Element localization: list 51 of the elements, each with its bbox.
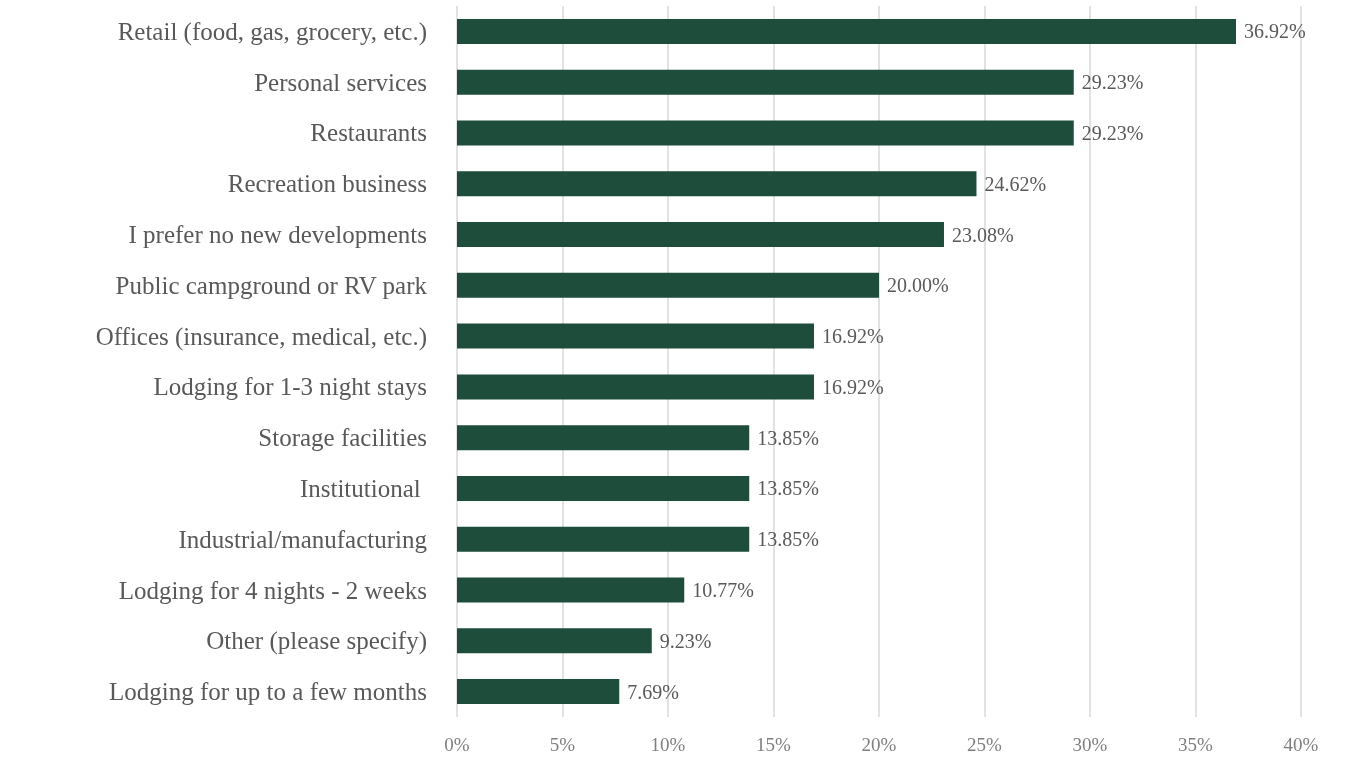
data-label: 9.23% (659, 629, 712, 652)
data-label: 7.69% (627, 680, 679, 703)
x-tick-label: 10% (650, 734, 686, 755)
y-tick-label: Lodging for 4 nights - 2 weeks (118, 576, 427, 604)
bar (457, 526, 750, 552)
bar (457, 272, 879, 298)
bar (457, 171, 977, 197)
data-label: 16.92% (822, 375, 884, 398)
y-tick-label: Personal services (254, 68, 427, 96)
x-tick-label: 15% (756, 734, 792, 755)
data-label: 16.92% (822, 325, 884, 348)
x-tick-label: 25% (967, 734, 1003, 755)
y-tick-label: Storage facilities (258, 424, 427, 452)
data-label: 10.77% (692, 579, 754, 602)
bar (457, 120, 1074, 146)
y-tick-label: Retail (food, gas, grocery, etc.) (117, 17, 427, 46)
bar (457, 628, 652, 654)
y-tick-label: Public campground or RV park (115, 271, 428, 299)
data-label: 13.85% (757, 477, 819, 500)
bar (457, 374, 815, 400)
data-label: 29.23% (1081, 71, 1144, 94)
x-tick-label: 20% (861, 734, 897, 755)
y-tick-label: Lodging for 1-3 night stays (153, 373, 427, 401)
y-tick-label: Institutional (299, 474, 427, 502)
bar (457, 323, 815, 349)
data-label: 13.85% (757, 528, 819, 551)
bar (457, 425, 750, 451)
bar (457, 69, 1074, 95)
bar (457, 679, 620, 705)
data-label: 24.62% (984, 172, 1047, 195)
y-tick-label: Restaurants (310, 119, 427, 147)
y-tick-label: Recreation business (227, 170, 427, 198)
data-label: 13.85% (757, 426, 819, 449)
data-label: 29.23% (1081, 121, 1144, 144)
y-tick-label: Offices (insurance, medical, etc.) (95, 322, 427, 351)
x-tick-label: 0% (444, 734, 470, 755)
y-tick-label: I prefer no new developments (128, 221, 427, 249)
x-tick-label: 30% (1072, 734, 1108, 755)
bar (457, 577, 685, 603)
y-tick-label: Other (please specify) (206, 627, 427, 656)
bar (457, 222, 944, 248)
data-label: 36.92% (1244, 20, 1306, 43)
data-label: 23.08% (951, 223, 1014, 246)
y-tick-label: Industrial/manufacturing (178, 525, 428, 553)
bar (457, 475, 750, 501)
x-tick-label: 5% (549, 734, 576, 755)
x-tick-label: 35% (1178, 734, 1214, 755)
data-label: 20.00% (887, 274, 949, 297)
bar (457, 18, 1237, 44)
y-tick-label: Lodging for up to a few months (108, 678, 427, 706)
x-tick-label: 40% (1283, 734, 1319, 755)
